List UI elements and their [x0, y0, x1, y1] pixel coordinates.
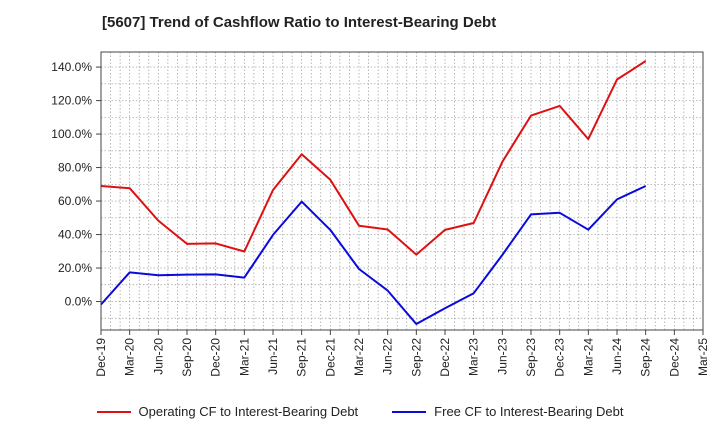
legend: Operating CF to Interest-Bearing Debt Fr… — [0, 404, 720, 419]
x-tick-label: Jun-22 — [381, 338, 395, 375]
series-lines — [100, 60, 647, 325]
x-tick-label: Dec-22 — [438, 338, 452, 377]
y-tick-label: 80.0% — [58, 161, 92, 175]
legend-swatch-free-cf — [392, 410, 427, 413]
x-axis-ticks: Dec-19 Mar-20 Jun-20 Sep-20 Dec-20 Mar-21 Jun-… — [94, 330, 710, 377]
x-tick-label: Jun-21 — [266, 338, 280, 375]
x-tick-label: Sep-23 — [524, 338, 538, 377]
x-tick-label: Sep-24 — [639, 338, 653, 377]
legend-swatch-operating-cf — [96, 410, 131, 413]
plot-frame — [100, 51, 704, 331]
x-tick-label: Jun-20 — [151, 338, 165, 375]
x-tick-label: Sep-21 — [295, 338, 309, 377]
y-tick-label: 20.0% — [58, 261, 92, 275]
chart-title: [5607] Trend of Cashflow Ratio to Intere… — [102, 14, 497, 31]
grid-lines — [100, 52, 704, 330]
legend-item-operating-cf: Operating CF to Interest-Bearing Debt — [96, 404, 359, 419]
x-tick-label: Jun-24 — [610, 338, 624, 375]
legend-label-operating-cf: Operating CF to Interest-Bearing Debt — [138, 404, 359, 419]
x-tick-label: Dec-19 — [94, 338, 108, 377]
x-tick-label: Sep-20 — [180, 338, 194, 377]
y-tick-label: 140.0% — [51, 60, 92, 74]
x-tick-label: Dec-20 — [209, 338, 223, 377]
x-tick-label: Dec-21 — [323, 338, 337, 377]
x-tick-label: Dec-24 — [667, 338, 681, 377]
y-tick-label: 120.0% — [51, 94, 92, 108]
y-tick-label: 60.0% — [58, 194, 92, 208]
x-tick-label: Mar-25 — [696, 338, 710, 376]
x-tick-label: Mar-20 — [123, 338, 137, 376]
y-tick-label: 100.0% — [51, 127, 92, 141]
legend-item-free-cf: Free CF to Interest-Bearing Debt — [392, 404, 623, 419]
y-tick-label: 0.0% — [65, 295, 93, 309]
x-tick-label: Mar-21 — [237, 338, 251, 376]
legend-label-free-cf: Free CF to Interest-Bearing Debt — [434, 404, 624, 419]
series-line-operating-cf — [100, 60, 647, 256]
y-axis-ticks: 0.0% 20.0% 40.0% 60.0% 80.0% 100.0% 120.0% 140.… — [51, 60, 101, 309]
x-tick-label: Mar-22 — [352, 338, 366, 376]
x-tick-label: Sep-22 — [409, 338, 423, 377]
x-tick-label: Mar-23 — [467, 338, 481, 376]
y-tick-label: 40.0% — [58, 228, 92, 242]
x-tick-label: Jun-23 — [495, 338, 509, 375]
series-line-free-cf — [100, 185, 647, 325]
x-tick-label: Dec-23 — [553, 338, 567, 377]
x-tick-label: Mar-24 — [581, 338, 595, 376]
